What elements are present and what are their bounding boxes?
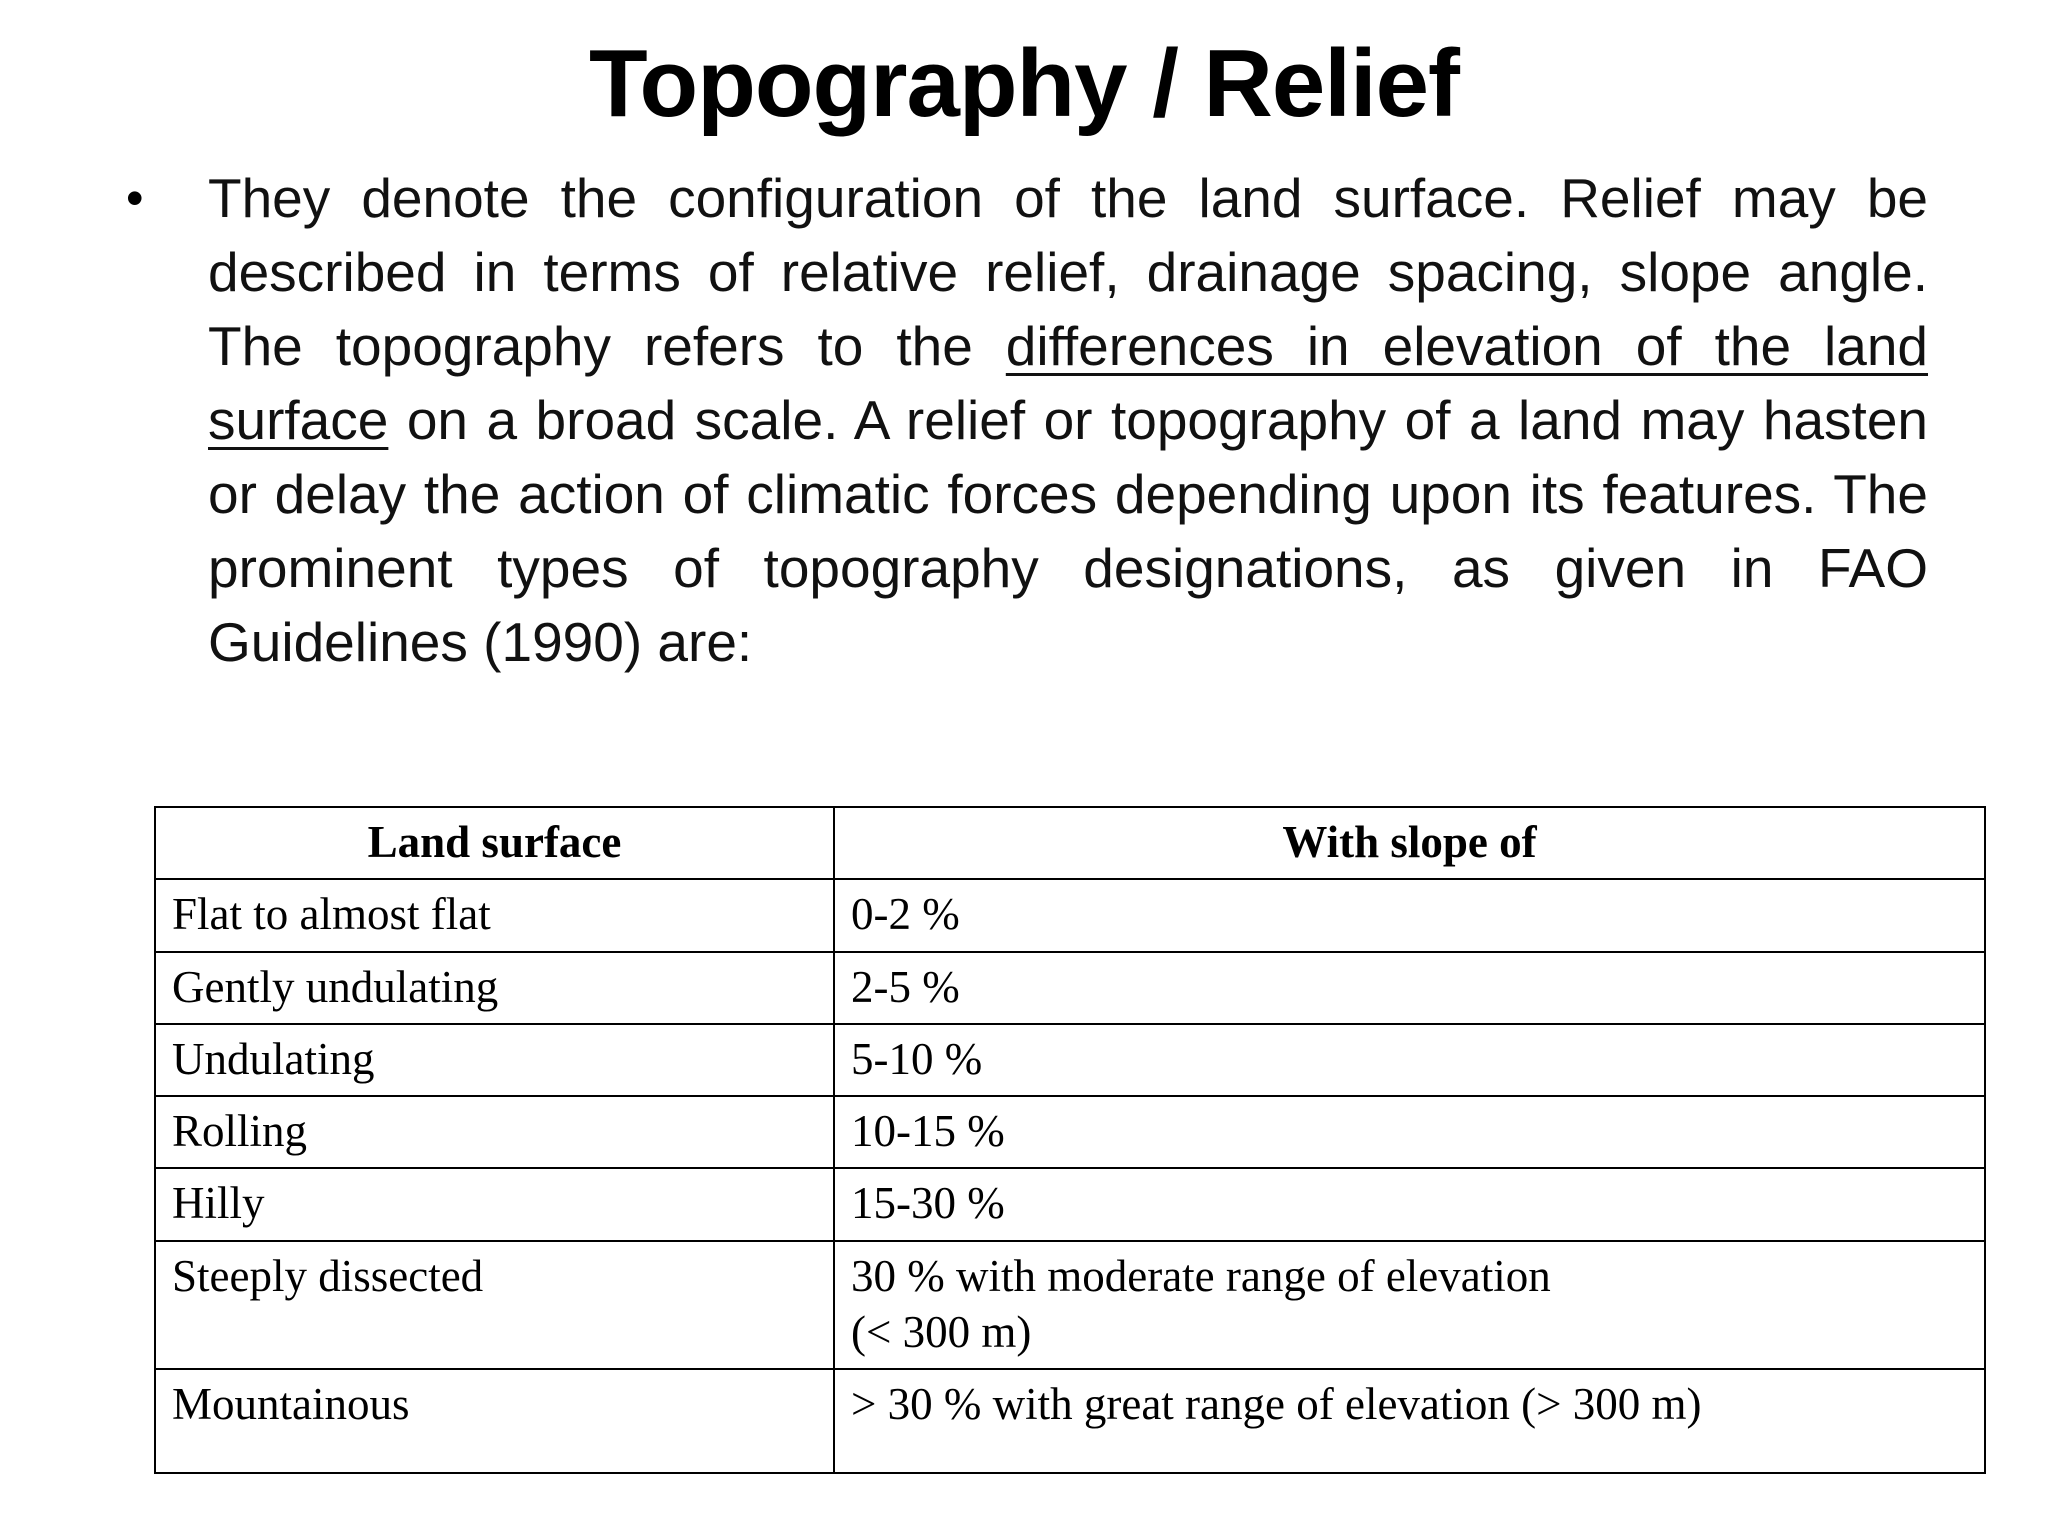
bullet-marker: • (126, 169, 144, 226)
bullet-paragraph: • They denote the configuration of the l… (120, 161, 1928, 679)
cell-slope: 15-30 % (833, 1167, 1986, 1242)
table-row: Hilly 15-30 % (154, 1167, 1986, 1242)
cell-slope: 10-15 % (833, 1094, 1986, 1170)
table-row: Gently undulating 2-5 % (154, 950, 1986, 1025)
table-row: Undulating 5-10 % (154, 1022, 1986, 1098)
table-row: Rolling 10-15 % (154, 1094, 1986, 1170)
cell-land-surface: Undulating (154, 1022, 835, 1098)
cell-land-surface: Steeply dissected (154, 1239, 835, 1370)
cell-land-surface: Gently undulating (154, 950, 835, 1025)
table-row: Steeply dissected 30 % with moderate ran… (154, 1239, 1986, 1370)
page-title: Topography / Relief (589, 30, 1460, 137)
cell-land-surface: Flat to almost flat (154, 878, 835, 953)
paragraph-text: They denote the configuration of the lan… (208, 161, 1928, 679)
cell-slope: 30 % with moderate range of elevation (<… (833, 1239, 1986, 1370)
paragraph-segment-underlined: differences in elevation of the land sur… (208, 314, 1929, 451)
table-header-row: Land surface With slope of (154, 805, 1986, 881)
cell-slope: 2-5 % (833, 950, 1986, 1025)
table-row: Flat to almost flat 0-2 % (154, 878, 1986, 953)
table-header-with-slope-of: With slope of (833, 805, 1986, 881)
cell-slope: 5-10 % (833, 1022, 1986, 1098)
cell-land-surface: Mountainous (154, 1367, 835, 1475)
paragraph-segment-before: They denote the configuration of the lan… (208, 166, 1928, 377)
table-header-land-surface: Land surface (154, 805, 835, 881)
relief-table: Land surface With slope of Flat to almos… (154, 805, 1986, 1475)
cell-land-surface: Rolling (154, 1094, 835, 1170)
cell-slope: > 30 % with great range of elevation (> … (833, 1367, 1986, 1475)
paragraph-segment-after: on a broad scale. A relief or topography… (208, 388, 1928, 673)
table-row: Mountainous > 30 % with great range of e… (154, 1367, 1986, 1475)
cell-land-surface: Hilly (154, 1167, 835, 1242)
cell-slope: 0-2 % (833, 878, 1986, 953)
